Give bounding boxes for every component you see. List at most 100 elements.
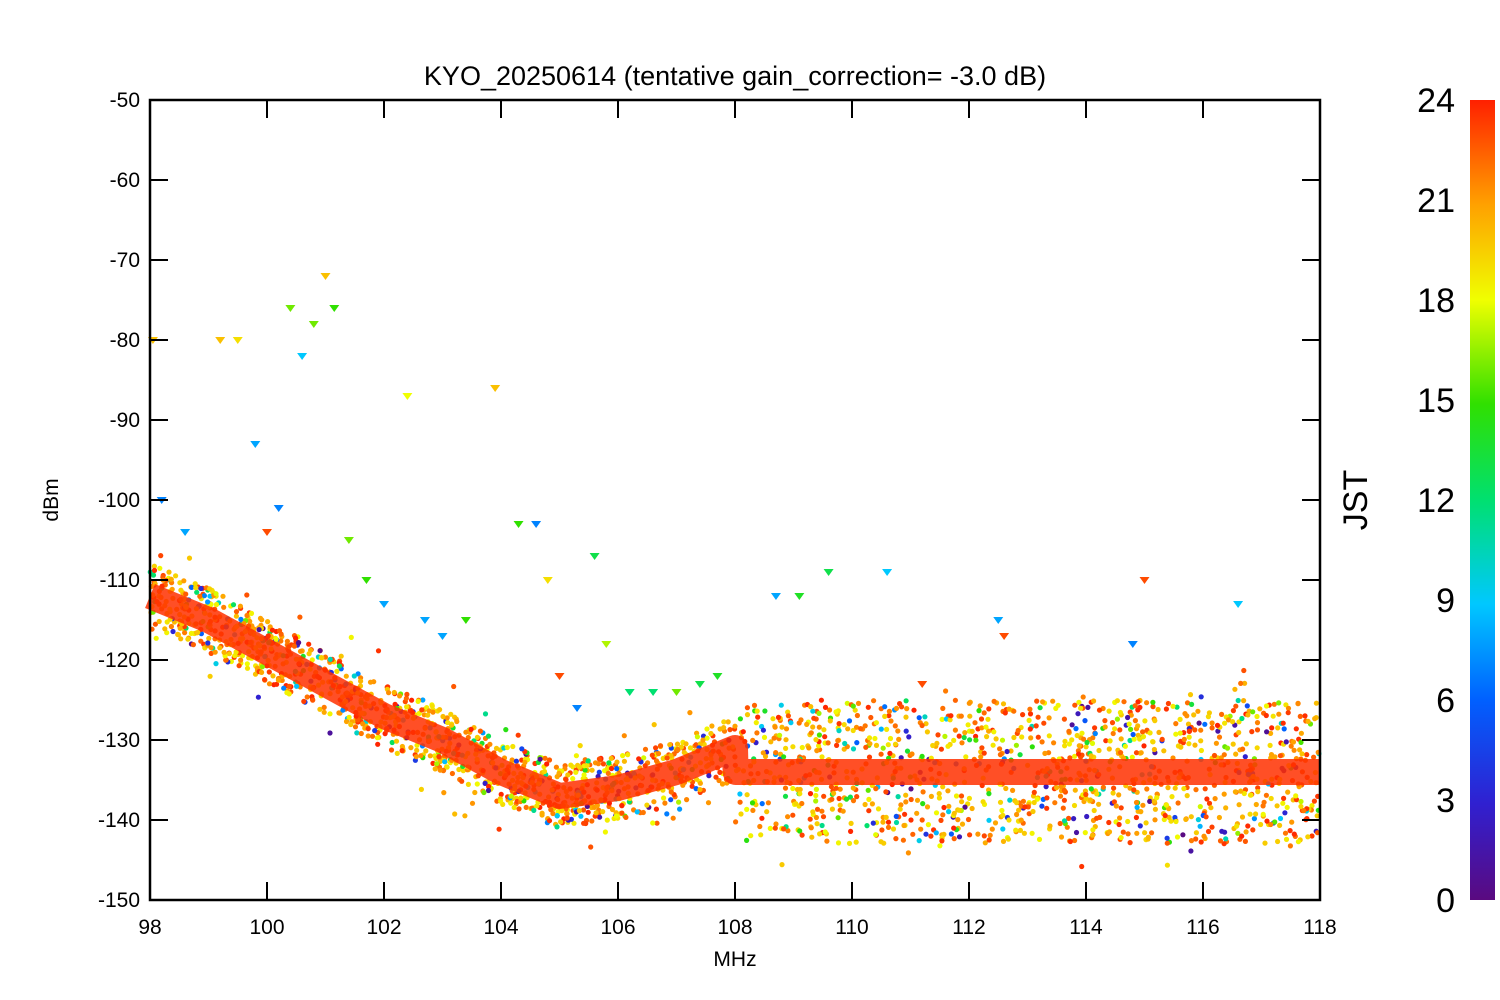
noise-point [684, 797, 690, 803]
noise-point [609, 806, 616, 813]
noise-point [1304, 752, 1310, 758]
noise-point [959, 740, 965, 746]
noise-point [1031, 789, 1037, 796]
y-tick-label: -130 [98, 729, 140, 752]
noise-point [265, 619, 271, 625]
noise-point [233, 609, 240, 615]
noise-point [956, 733, 962, 739]
noise-point [1186, 734, 1192, 740]
noise-point [181, 578, 187, 584]
noise-point [1020, 798, 1026, 804]
noise-point [840, 808, 846, 814]
noise-point [919, 817, 925, 823]
noise-point [962, 730, 968, 736]
noise-point [694, 734, 701, 740]
noise-point [553, 764, 560, 770]
noise-point [1150, 699, 1156, 705]
noise-point [153, 635, 159, 641]
noise-point [808, 825, 814, 831]
noise-point [493, 745, 500, 752]
noise-point [1053, 705, 1059, 712]
noise-point [427, 753, 433, 759]
noise-point [205, 640, 211, 646]
noise-point [1241, 667, 1247, 674]
noise-point [1244, 703, 1250, 709]
noise-point [1116, 821, 1122, 828]
noise-point [550, 810, 556, 817]
noise-point [709, 723, 715, 729]
noise-point [1034, 796, 1040, 802]
noise-point [1180, 832, 1186, 838]
noise-point [1184, 700, 1191, 706]
noise-point [208, 645, 214, 651]
colorbar-ticks: 0 3 6 9 12 15 18 21 24 [1417, 82, 1455, 920]
noise-point [914, 810, 920, 816]
noise-point [1044, 805, 1050, 811]
noise-point [1152, 817, 1158, 823]
noise-point [693, 786, 699, 792]
noise-point [414, 747, 420, 753]
noise-point [903, 792, 909, 798]
noise-point [399, 743, 405, 750]
noise-point [1051, 740, 1057, 746]
noise-point [847, 794, 854, 800]
peak-marker [624, 689, 635, 696]
noise-point [986, 706, 992, 712]
noise-point [864, 823, 870, 829]
noise-point [958, 793, 965, 799]
noise-point [886, 713, 892, 719]
noise-point [873, 742, 880, 749]
noise-point [456, 766, 462, 773]
noise-point [758, 832, 764, 838]
noise-point [855, 700, 862, 707]
noise-point [1188, 814, 1194, 820]
noise-point [1066, 741, 1072, 747]
noise-point [1263, 703, 1270, 709]
noise-point [1195, 817, 1201, 823]
noise-point [938, 817, 944, 824]
noise-point [1250, 827, 1256, 833]
noise-point [1285, 789, 1291, 795]
noise-point [1133, 750, 1140, 756]
noise-point [865, 787, 871, 793]
noise-point [375, 648, 382, 654]
noise-point [1133, 814, 1139, 821]
noise-point [394, 750, 400, 757]
noise-point [1195, 708, 1201, 714]
noise-point [744, 806, 750, 813]
noise-point [854, 712, 861, 719]
noise-point [951, 737, 957, 744]
noise-point [432, 766, 438, 772]
noise-point [1142, 718, 1148, 724]
noise-point [744, 837, 750, 844]
noise-point [1046, 715, 1052, 721]
noise-point [831, 790, 837, 796]
noise-point [150, 572, 157, 578]
noise-point [327, 711, 333, 717]
noise-point [641, 755, 647, 761]
noise-point [516, 806, 522, 812]
noise-point [850, 703, 856, 709]
noise-point [670, 815, 676, 821]
noise-point [1213, 740, 1219, 746]
noise-point [871, 698, 877, 704]
noise-point [539, 812, 545, 818]
noise-point [1311, 798, 1317, 804]
noise-point [1281, 795, 1287, 802]
noise-point [1132, 703, 1138, 709]
x-tick-label: 106 [600, 916, 635, 939]
noise-point [1043, 784, 1049, 790]
noise-point [1174, 704, 1180, 710]
peak-marker [329, 305, 340, 312]
noise-point [697, 780, 704, 786]
noise-point [904, 748, 911, 754]
noise-point [955, 817, 961, 823]
noise-point [1085, 704, 1091, 711]
noise-point [185, 636, 191, 642]
noise-point [358, 678, 364, 684]
noise-point [212, 649, 218, 655]
noise-point [928, 833, 934, 839]
noise-point [862, 801, 868, 808]
noise-point [1262, 840, 1268, 846]
noise-point [418, 786, 424, 793]
